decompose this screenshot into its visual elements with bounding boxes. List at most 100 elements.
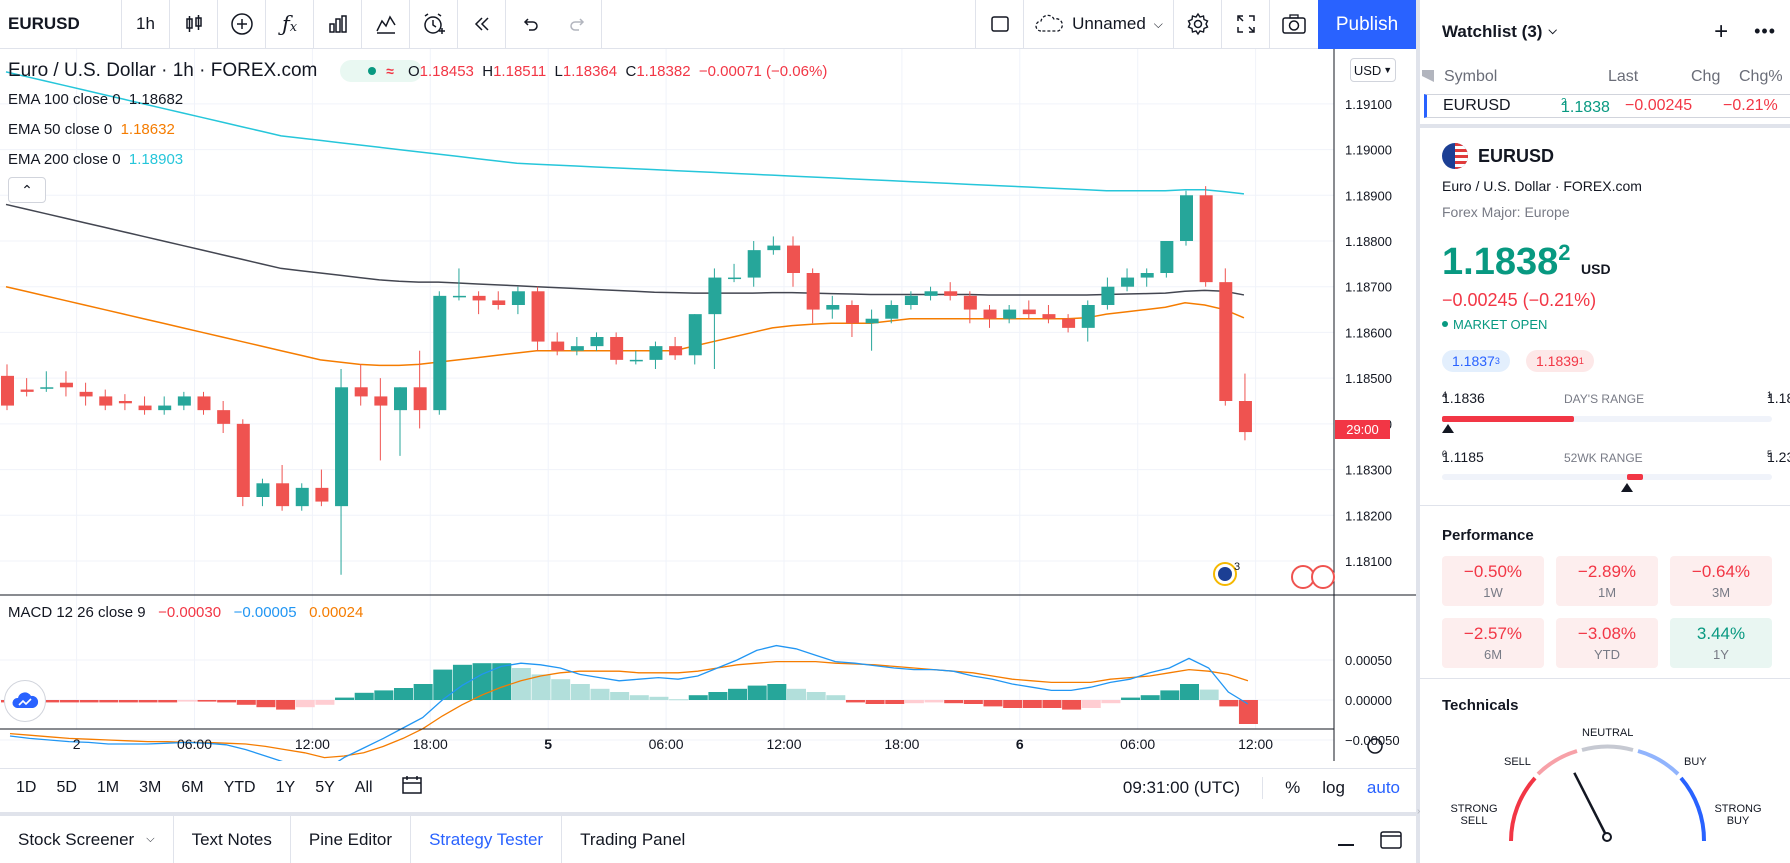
macd-histogram-bar (295, 700, 315, 708)
percent-toggle[interactable]: % (1285, 778, 1301, 797)
legend-collapse-button[interactable]: ⌃ (8, 177, 46, 203)
col-chg-pct[interactable]: Chg% (1739, 68, 1783, 85)
tab-text-notes[interactable]: Text Notes (174, 816, 291, 863)
range-6m[interactable]: 6M (181, 778, 204, 796)
candle-body (1219, 282, 1233, 401)
open-value: 1.18453 (419, 63, 474, 80)
sidebar-collapse-handle[interactable]: › (1417, 806, 1421, 817)
candles-style-button[interactable] (170, 0, 218, 49)
time-tick-label: 12:00 (1238, 736, 1273, 752)
range-1m[interactable]: 1M (96, 778, 120, 796)
macd-histogram-bar (885, 700, 905, 704)
gauge-buy: BUY (1684, 756, 1707, 768)
performance-period: 6M (1483, 647, 1503, 662)
log-toggle[interactable]: log (1322, 778, 1345, 797)
ask-sup: 1 (1578, 356, 1584, 366)
macd-histogram-bar (177, 700, 197, 702)
bar-chart-icon (328, 15, 347, 33)
maximize-icon (1380, 830, 1402, 849)
col-chg[interactable]: Chg (1691, 68, 1721, 85)
macd-histogram-bar (963, 700, 983, 704)
redo-button[interactable] (554, 0, 602, 49)
templates-button[interactable] (362, 0, 410, 49)
currency-button[interactable]: USD ▼ (1350, 58, 1396, 82)
tab-strategy-tester[interactable]: Strategy Tester (411, 816, 563, 863)
row-chg: −0.00245 (1625, 97, 1693, 114)
main-chart[interactable]: 1.19100 1.19000 1.18900 1.18800 1.18700 1.186… (0, 49, 1416, 761)
financials-button[interactable] (314, 0, 362, 49)
market-open-dot (1442, 321, 1448, 327)
settings-button[interactable] (1174, 0, 1222, 49)
flag-marker-icon[interactable] (1422, 70, 1434, 82)
wk52-high-sup: 5 (1766, 449, 1772, 459)
macd-legend[interactable]: MACD 12 26 close 9 −0.00030 −0.00005 0.0… (8, 604, 363, 621)
range-1y[interactable]: 1Y (275, 778, 296, 796)
chevron-down-icon: ⌵ (1153, 16, 1163, 31)
tab-trading-panel[interactable]: Trading Panel (562, 816, 703, 863)
compare-button[interactable] (218, 0, 266, 49)
candle-body (59, 382, 73, 388)
candle-body (728, 277, 742, 280)
day-high-sup: 1 (1766, 390, 1772, 400)
macd-histogram-bar (688, 695, 708, 700)
goto-date-button[interactable] (391, 775, 433, 800)
ema100-legend[interactable]: EMA 100 close 0 1.18682 (8, 91, 183, 108)
macd-histogram-bar (394, 688, 413, 700)
candle-body (531, 291, 545, 342)
range-ytd[interactable]: YTD (223, 778, 256, 796)
candle-body (963, 295, 977, 310)
range-5y[interactable]: 5Y (315, 778, 335, 796)
minimize-panel-button[interactable] (1326, 834, 1366, 846)
layout-select-button[interactable] (976, 0, 1024, 49)
interval-button[interactable]: 1h (122, 0, 170, 49)
ema-lines (5, 71, 1245, 367)
col-last[interactable]: Last (1608, 68, 1639, 85)
undo-button[interactable] (506, 0, 554, 49)
tradingview-logo-button[interactable] (4, 680, 46, 722)
watchlist-row[interactable]: EURUSD 1.1838 2 −0.00245 −0.21% (1424, 94, 1790, 118)
candle-body (177, 396, 191, 406)
row-last: 1.1838 2 (1561, 97, 1610, 116)
more-icon[interactable]: ••• (1754, 21, 1776, 41)
camera-icon (1282, 14, 1306, 34)
undo-icon (523, 18, 538, 31)
range-1d[interactable]: 1D (16, 778, 37, 796)
replay-button[interactable] (458, 0, 506, 49)
bid-sup: 3 (1494, 356, 1500, 366)
tab-stock-screener[interactable]: Stock Screener ⌵ (0, 816, 174, 863)
publish-button[interactable]: Publish (1318, 0, 1416, 49)
time-tick-label: 06:00 (1120, 736, 1155, 752)
snapshot-button[interactable] (1270, 0, 1318, 49)
price-tick-label: 1.19100 (1345, 97, 1392, 112)
alert-button[interactable] (410, 0, 458, 49)
ohlc-values: O1.18453 H1.18511 L1.18364 C1.18382 −0.0… (408, 63, 827, 80)
utc-clock[interactable]: 09:31:00 (UTC) (1122, 778, 1241, 797)
macd-signal-value: 0.00024 (309, 604, 364, 621)
maximize-panel-button[interactable] (1366, 830, 1416, 850)
layout-name-button[interactable]: Unnamed ⌵ (1024, 0, 1174, 49)
range-all[interactable]: All (354, 778, 373, 796)
range-5d[interactable]: 5D (56, 778, 77, 796)
indicators-button[interactable]: ƒx (266, 0, 314, 49)
fullscreen-button[interactable] (1222, 0, 1270, 49)
watchlist-header[interactable]: Watchlist (3) ⌵ (1420, 0, 1790, 63)
ema200-legend[interactable]: EMA 200 close 0 1.18903 (8, 151, 183, 168)
details-symbol[interactable]: EURUSD (1442, 143, 1554, 169)
range-3m[interactable]: 3M (139, 778, 162, 796)
auto-toggle[interactable]: auto (1366, 778, 1400, 797)
tab-pine-editor[interactable]: Pine Editor (291, 816, 412, 863)
market-status-pill[interactable]: ≈ (340, 60, 422, 82)
candle-body (924, 291, 938, 296)
macd-histogram-bar (452, 664, 472, 700)
macd-histogram-bar (649, 696, 669, 700)
col-symbol[interactable]: Symbol (1444, 68, 1498, 85)
ema50-legend[interactable]: EMA 50 close 0 1.18632 (8, 121, 175, 138)
macd-histogram-bar (59, 700, 79, 703)
details-description[interactable]: Euro / U.S. Dollar · FOREX.com (1442, 178, 1642, 194)
macd-histogram-bar (845, 700, 865, 703)
cloud-chart-icon (12, 692, 39, 708)
symbol-search[interactable]: EURUSD (0, 0, 122, 49)
ema50-line (5, 285, 1245, 367)
open-label: O (408, 63, 420, 80)
add-symbol-button[interactable]: + (1714, 17, 1729, 45)
